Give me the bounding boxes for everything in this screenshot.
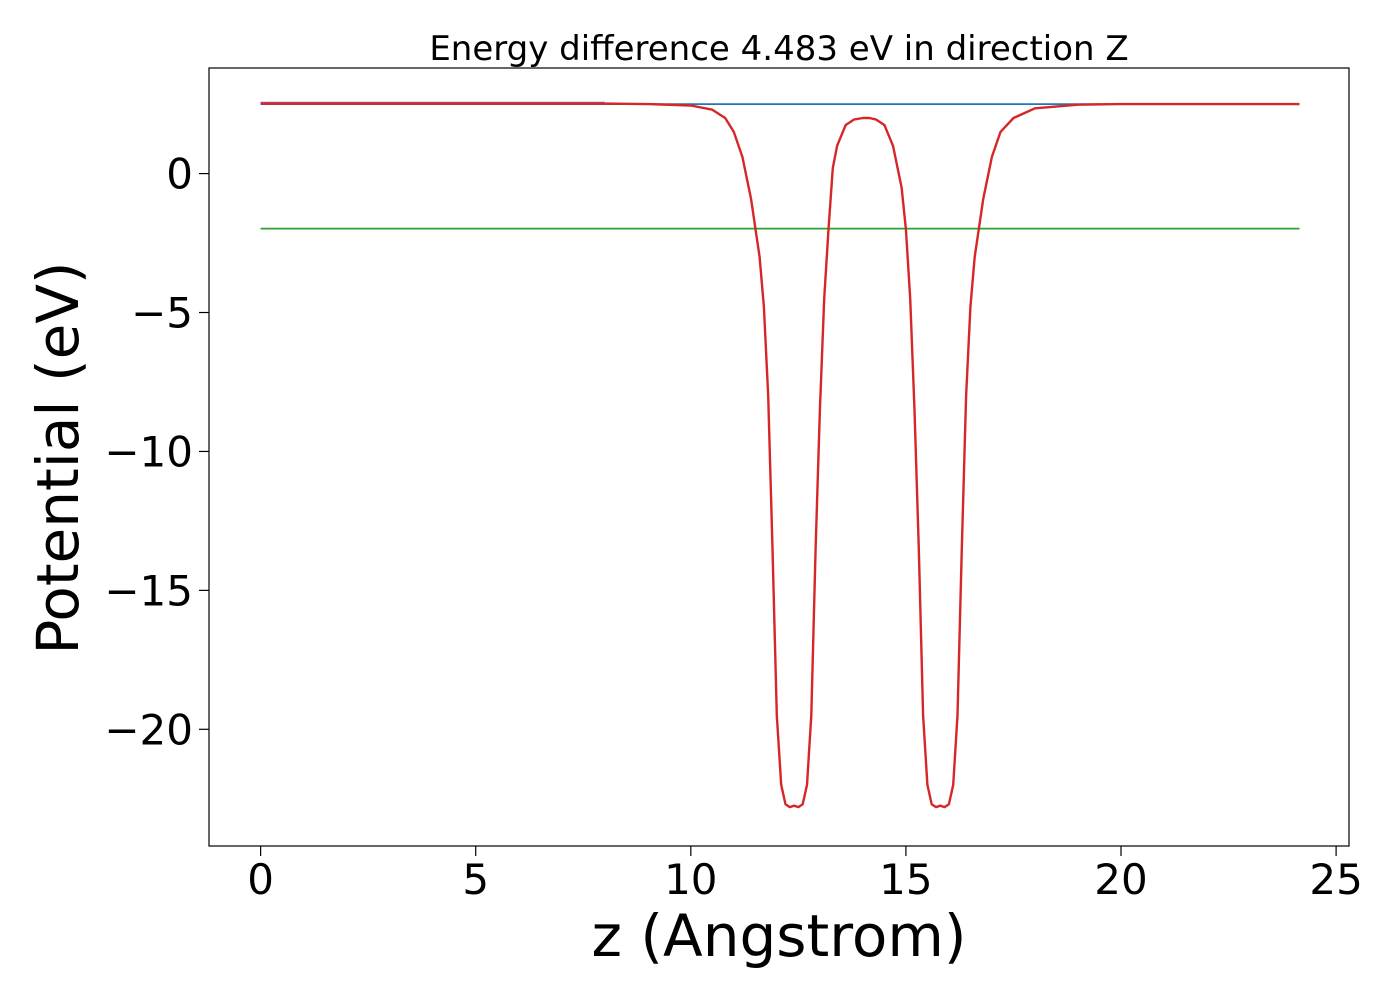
x-tick-label: 10 (664, 855, 717, 904)
y-axis-label: Potential (eV) (24, 261, 92, 654)
series-layer (260, 101, 1300, 809)
x-axis-ticks: 0 5 10 15 20 25 (247, 846, 1363, 904)
y-tick-label: −20 (104, 705, 193, 754)
y-tick-label: −15 (104, 566, 193, 615)
y-axis-ticks: 0 −5 −10 −15 −20 (104, 150, 209, 754)
plot-frame (208, 67, 1350, 847)
y-tick-label: 0 (166, 150, 193, 199)
y-tick-label: −5 (131, 289, 193, 338)
chart-title: Energy difference 4.483 eV in direction … (429, 29, 1128, 69)
series-line-3 (260, 102, 1300, 809)
x-tick-label: 5 (462, 855, 489, 904)
x-tick-label: 20 (1094, 855, 1147, 904)
x-tick-label: 15 (879, 855, 932, 904)
x-tick-label: 25 (1309, 855, 1362, 904)
x-axis-label: z (Angstrom) (592, 902, 967, 970)
x-tick-label: 0 (247, 855, 274, 904)
y-tick-label: −10 (104, 427, 193, 476)
